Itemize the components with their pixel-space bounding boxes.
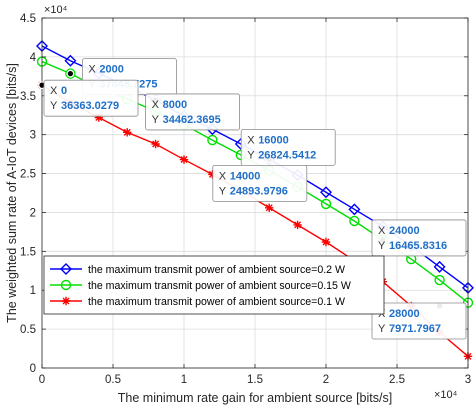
y-axis-label: The weighted sum rate of A-IoT devices [… (5, 63, 19, 323)
datatip-x-key: X (247, 134, 255, 146)
legend-label: the maximum transmit power of ambient so… (88, 264, 345, 276)
datatip-y-key: Y (50, 100, 58, 112)
y-tick-label: 0.5 (20, 324, 36, 336)
datatip-x-value: 24000 (389, 225, 420, 237)
datatip-x-value: 14000 (230, 170, 261, 182)
datatip-y-value: 24893.9796 (230, 185, 288, 197)
datatip-box (371, 302, 467, 340)
y-exponent: ×10⁴ (44, 4, 68, 16)
data-point (123, 128, 132, 137)
data-point (65, 68, 76, 79)
datatip-x-value: 0 (61, 85, 67, 97)
datatip-y-value: 34462.3695 (163, 114, 221, 126)
data-point (320, 186, 332, 199)
x-tick-label: 1 (181, 374, 187, 386)
data-point (434, 274, 445, 286)
tick-layer: 0 0.5 1 1.5 2 2.5 3 0 0.5 1 1.5 2 2.5 3 3.5 4 4.5 (20, 13, 471, 386)
y-tick-label: 4.5 (20, 13, 36, 25)
datatip-y-value: 7971.7967 (389, 323, 441, 335)
datatip-box (212, 164, 308, 202)
y-tick-label: 1 (30, 285, 36, 297)
data-point (208, 170, 217, 179)
legend-label: the maximum transmit power of ambient so… (88, 280, 351, 292)
datatip-box (43, 79, 139, 117)
datatip-y-key: Y (378, 240, 386, 252)
data-point (94, 113, 103, 122)
legend: the maximum transmit power of ambient so… (43, 255, 385, 315)
datatip-x-value: 16000 (258, 134, 289, 146)
data-point (348, 203, 361, 216)
legend-marker (61, 296, 71, 306)
datatip-y-value: 16465.8316 (389, 240, 447, 252)
datatip-box (371, 219, 467, 257)
x-exponent: ×10⁴ (434, 389, 458, 401)
legend-marker (60, 279, 72, 291)
datatip-y-key: Y (152, 114, 160, 126)
datatip-x-value: 8000 (163, 99, 187, 111)
x-tick-label: 0 (39, 374, 45, 386)
y-tick-label: 3.5 (20, 91, 36, 103)
y-tick-label: 1.5 (20, 246, 36, 258)
x-tick-label: 2.5 (389, 374, 405, 386)
datatips-layer: X2000Y37848.7275X8000Y34462.3695X0Y36363… (38, 58, 467, 340)
datatip-x-key: X (219, 170, 227, 182)
x-tick-label: 3 (465, 374, 471, 386)
datatip-x-value: 28000 (389, 308, 420, 320)
datatip-y-key: Y (219, 185, 227, 197)
x-tick-label: 0.5 (105, 374, 121, 386)
datatip-x-value: 2000 (99, 64, 123, 76)
datatip-y-value: 36363.0279 (61, 100, 119, 112)
datatip: X28000Y7971.7967 (371, 302, 467, 340)
y-tick-label: 0 (30, 363, 36, 375)
legend-item: the maximum transmit power of ambient so… (50, 296, 345, 308)
datatip-y-key: Y (378, 323, 386, 335)
datatip-y-key: Y (247, 149, 255, 161)
data-point (349, 215, 360, 227)
x-tick-label: 1.5 (247, 374, 263, 386)
legend-label: the maximum transmit power of ambient so… (88, 296, 345, 308)
datatip-anchor (66, 69, 75, 78)
datatip-x-key: X (152, 99, 160, 111)
datatip-x-key: X (378, 225, 386, 237)
legend-item: the maximum transmit power of ambient so… (50, 263, 345, 276)
legend-marker (60, 263, 72, 275)
data-point (64, 54, 77, 67)
data-point (433, 260, 446, 273)
y-tick-label: 3 (30, 130, 36, 142)
data-point (293, 220, 302, 230)
datatip-x-key: X (88, 64, 96, 76)
data-point (151, 139, 160, 149)
data-point (207, 134, 218, 146)
data-point (320, 198, 332, 210)
legend-box (43, 255, 385, 315)
y-tick-label: 2 (30, 207, 36, 219)
y-tick-label: 2.5 (20, 169, 36, 181)
x-tick-label: 2 (323, 374, 329, 386)
data-point (265, 203, 274, 212)
data-point (321, 237, 331, 247)
x-axis-label: The minimum rate gain for ambient source… (118, 391, 392, 405)
datatip-x-key: X (50, 85, 58, 97)
data-point (179, 155, 189, 164)
datatip: X 0Y 36363.0279 (38, 79, 139, 117)
datatip-box (145, 93, 241, 131)
y-tick-label: 4 (30, 52, 37, 64)
datatip-y-value: 26824.5412 (258, 149, 316, 161)
legend-item: the maximum transmit power of ambient so… (50, 279, 351, 292)
